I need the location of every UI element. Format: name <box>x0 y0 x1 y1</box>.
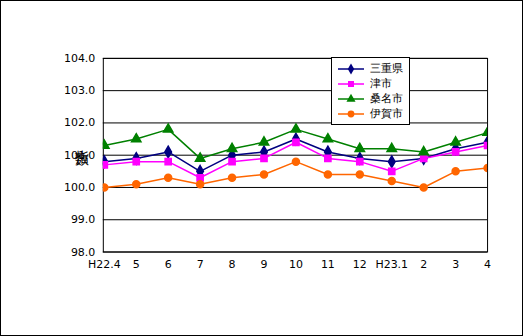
svg-text:9: 9 <box>261 258 268 271</box>
svg-text:7: 7 <box>197 258 204 271</box>
html-text:伊賀市: 伊賀市 <box>370 107 403 120</box>
svg-text:104.0: 104.0 <box>64 52 95 65</box>
svg-text:11: 11 <box>321 258 335 271</box>
html-text:津市: 津市 <box>370 77 392 90</box>
svg-text:101.0: 101.0 <box>64 149 95 162</box>
svg-text:10: 10 <box>289 258 303 271</box>
svg-text:100.0: 100.0 <box>64 181 95 194</box>
svg-text:99.0: 99.0 <box>71 213 95 226</box>
svg-text:8: 8 <box>229 258 236 271</box>
svg-text:102.0: 102.0 <box>64 116 95 129</box>
svg-text:H23.1: H23.1 <box>375 258 408 271</box>
svg-text:3: 3 <box>452 258 459 271</box>
svg-text:4: 4 <box>484 258 491 271</box>
html-text:三重県: 三重県 <box>370 62 403 75</box>
svg-text:H22.4: H22.4 <box>88 258 121 271</box>
svg-text:98.0: 98.0 <box>71 246 95 259</box>
svg-text:2: 2 <box>420 258 427 271</box>
html-text:指数: 指数 <box>74 139 90 143</box>
html-text:桑名市: 桑名市 <box>370 92 403 105</box>
svg-text:5: 5 <box>133 258 140 271</box>
svg-text:103.0: 103.0 <box>64 84 95 97</box>
svg-text:12: 12 <box>353 258 367 271</box>
svg-text:6: 6 <box>165 258 172 271</box>
